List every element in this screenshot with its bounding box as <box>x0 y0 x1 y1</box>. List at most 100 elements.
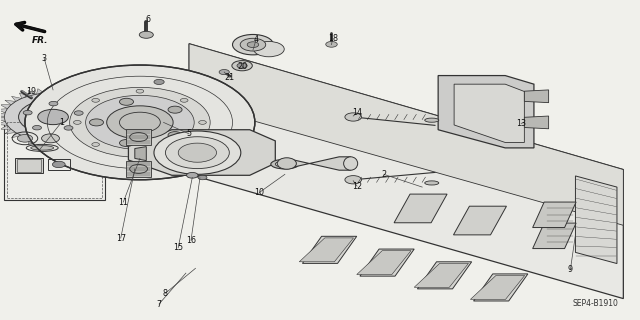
Circle shape <box>253 42 284 57</box>
Text: 20: 20 <box>237 61 247 70</box>
Text: 15: 15 <box>173 243 183 252</box>
Ellipse shape <box>425 118 439 122</box>
Bar <box>7 123 102 197</box>
Ellipse shape <box>31 146 54 150</box>
Bar <box>17 159 41 172</box>
Text: 10: 10 <box>254 188 264 197</box>
Circle shape <box>326 42 337 47</box>
Text: 21: 21 <box>224 73 234 82</box>
Polygon shape <box>77 93 87 99</box>
Circle shape <box>198 175 207 180</box>
Polygon shape <box>53 141 61 146</box>
Polygon shape <box>438 76 534 148</box>
Polygon shape <box>474 274 528 301</box>
Polygon shape <box>84 96 95 101</box>
Polygon shape <box>126 161 151 177</box>
Circle shape <box>186 172 198 178</box>
Circle shape <box>92 143 99 146</box>
Text: 14: 14 <box>352 108 362 117</box>
Text: 16: 16 <box>186 236 196 245</box>
Polygon shape <box>5 100 16 105</box>
Circle shape <box>166 137 229 169</box>
Circle shape <box>23 110 32 115</box>
Polygon shape <box>532 202 576 228</box>
Text: 19: 19 <box>26 87 36 96</box>
Circle shape <box>345 113 362 121</box>
Polygon shape <box>19 93 29 99</box>
Polygon shape <box>417 262 472 289</box>
Polygon shape <box>0 117 5 121</box>
Circle shape <box>219 69 229 75</box>
Ellipse shape <box>425 181 439 185</box>
Polygon shape <box>129 130 149 144</box>
Circle shape <box>120 140 134 147</box>
Circle shape <box>180 99 188 102</box>
Circle shape <box>64 126 73 130</box>
Polygon shape <box>99 121 110 125</box>
Ellipse shape <box>275 161 294 167</box>
Circle shape <box>90 119 104 126</box>
Text: 6: 6 <box>145 15 150 24</box>
Circle shape <box>130 164 148 173</box>
Circle shape <box>42 134 60 143</box>
Bar <box>4 120 105 200</box>
Polygon shape <box>414 263 468 287</box>
Text: SEP4-B1910: SEP4-B1910 <box>573 299 619 308</box>
Polygon shape <box>28 91 36 96</box>
Circle shape <box>154 131 241 174</box>
Circle shape <box>198 121 206 124</box>
Circle shape <box>74 111 83 115</box>
Circle shape <box>154 79 164 84</box>
Circle shape <box>17 134 33 142</box>
Polygon shape <box>90 100 101 105</box>
Polygon shape <box>454 84 524 142</box>
Circle shape <box>168 106 182 113</box>
Polygon shape <box>53 88 61 93</box>
Polygon shape <box>360 249 414 276</box>
Circle shape <box>74 121 81 124</box>
Polygon shape <box>99 109 110 113</box>
Polygon shape <box>135 147 147 161</box>
Polygon shape <box>0 109 8 113</box>
Polygon shape <box>28 138 36 144</box>
Circle shape <box>52 161 65 168</box>
Circle shape <box>247 42 259 48</box>
Polygon shape <box>129 130 275 175</box>
Circle shape <box>38 109 68 124</box>
Polygon shape <box>303 236 356 263</box>
Circle shape <box>240 38 266 51</box>
Circle shape <box>136 152 144 156</box>
Polygon shape <box>470 276 525 300</box>
Polygon shape <box>129 162 149 176</box>
Polygon shape <box>356 251 411 275</box>
Circle shape <box>136 89 144 93</box>
Polygon shape <box>575 176 617 264</box>
Text: 2: 2 <box>381 170 387 179</box>
Polygon shape <box>19 136 29 141</box>
Ellipse shape <box>271 159 299 169</box>
Polygon shape <box>45 141 53 146</box>
Text: 4: 4 <box>253 35 259 44</box>
Circle shape <box>92 99 99 102</box>
Circle shape <box>25 65 255 180</box>
Polygon shape <box>0 125 11 129</box>
Bar <box>48 159 70 170</box>
Polygon shape <box>36 140 45 145</box>
Text: 18: 18 <box>328 34 338 43</box>
Polygon shape <box>394 194 447 223</box>
Polygon shape <box>101 117 111 121</box>
Polygon shape <box>45 88 53 93</box>
Text: 8: 8 <box>163 289 168 298</box>
Polygon shape <box>95 105 106 109</box>
Circle shape <box>237 63 247 68</box>
Polygon shape <box>524 90 548 103</box>
Text: 9: 9 <box>568 265 573 275</box>
Polygon shape <box>189 44 623 225</box>
Circle shape <box>120 98 134 105</box>
Polygon shape <box>70 138 78 144</box>
Polygon shape <box>95 125 106 129</box>
Polygon shape <box>0 121 8 125</box>
Polygon shape <box>101 113 111 117</box>
Text: 11: 11 <box>118 197 128 206</box>
Circle shape <box>107 106 173 139</box>
